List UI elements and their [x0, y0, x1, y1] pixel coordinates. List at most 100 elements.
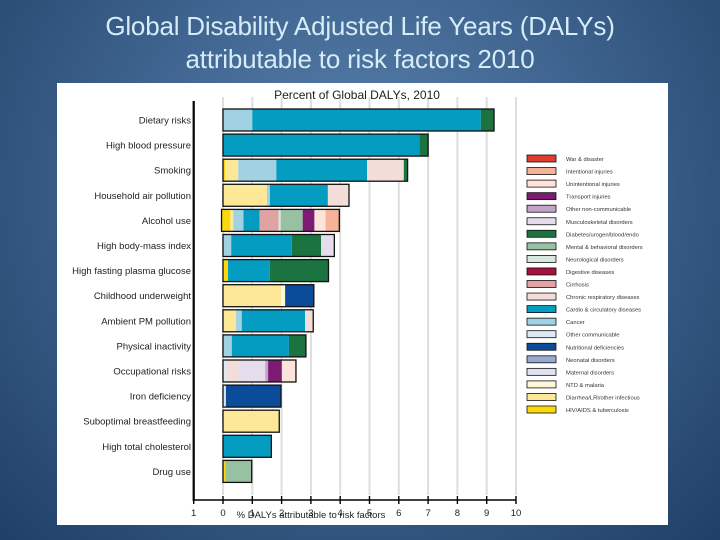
bar-segment: [223, 360, 227, 382]
legend-item: Maternal disorders: [526, 367, 614, 376]
x-tick-label: 7: [425, 508, 430, 519]
bar-segment: [243, 209, 260, 232]
bar-segment: [223, 460, 226, 483]
bar-segment: [223, 410, 280, 433]
bar-segment: [321, 234, 335, 257]
legend-swatch: [526, 292, 557, 301]
bar-segment: [223, 334, 232, 357]
bar-segment: [327, 184, 349, 207]
bar-segment: [223, 435, 272, 458]
x-tick-label: 4: [338, 508, 343, 519]
bar-segment: [223, 284, 282, 307]
bar-row: [222, 108, 495, 132]
bar-row: [222, 233, 335, 258]
legend-swatch: [526, 317, 557, 326]
bar-segment: [259, 209, 279, 232]
row-label: Childhood underweight: [94, 291, 192, 302]
legend-label: Nutritional deficiencies: [566, 345, 624, 351]
bar-segment: [269, 184, 328, 207]
bar-segment: [223, 134, 420, 157]
legend-label: Unintentional injuries: [566, 182, 620, 188]
legend-item: Unintentional injuries: [526, 179, 620, 188]
bar-segment: [225, 159, 239, 182]
bar-segment: [280, 209, 303, 232]
bar-row: [222, 133, 429, 157]
legend-label: Other non-communicable: [566, 207, 631, 213]
legend-item: Transport injuries: [526, 192, 611, 201]
x-tick-label: 9: [484, 508, 489, 519]
legend: War & disaster Intentional injuries Uninte…: [526, 154, 643, 414]
row-label: Household air pollution: [94, 191, 191, 202]
legend-item: HIV/AIDS & tuberculosis: [526, 405, 629, 414]
legend-label: Neurological disorders: [566, 257, 624, 263]
bar-row: [222, 334, 307, 358]
bar-segment: [278, 209, 281, 232]
bar-outline: [222, 409, 280, 433]
slide-title-line-2: attributable to risk factors 2010: [185, 44, 535, 74]
bar-segment: [238, 360, 266, 382]
bar-outline: [222, 309, 314, 333]
bar-segment: [480, 109, 495, 131]
legend-swatch: [526, 229, 557, 238]
row-label: Alcohol use: [142, 216, 191, 227]
row-label: High total cholesterol: [102, 442, 191, 453]
bar-segment: [225, 460, 252, 483]
x-tick-label: 3: [308, 508, 313, 519]
bar-segment: [302, 209, 315, 232]
row-label: Iron deficiency: [130, 392, 192, 403]
bar-segment: [241, 309, 306, 332]
bar-segment: [238, 159, 277, 182]
legend-label: Musculoskeletal disorders: [566, 220, 633, 226]
bar-outline: [222, 384, 282, 408]
bar-outline: [222, 284, 315, 308]
slide-title: Global Disability Adjusted Life Years (D…: [0, 10, 720, 76]
bar-segment: [325, 209, 340, 232]
row-label: Dietary risks: [139, 116, 192, 127]
legend-swatch: [526, 393, 557, 401]
legend-item: Cardio & circulatory diseases: [526, 305, 641, 314]
bar-segment: [233, 209, 244, 232]
bar-segment: [227, 259, 270, 282]
legend-swatch: [526, 367, 557, 376]
bar-outline: [220, 208, 340, 233]
row-label: Ambient PM pollution: [101, 316, 191, 327]
bar-row: [222, 309, 314, 333]
stacked-bar-chart: Dietary risks High blood pressure Smoking H…: [72, 88, 643, 521]
x-tick-label: 6: [396, 508, 401, 519]
legend-label: Maternal disorders: [566, 370, 614, 376]
bar-segment: [252, 109, 481, 131]
bar-segment: [223, 385, 226, 408]
bar-outline: [222, 334, 307, 358]
x-tick-label: 8: [455, 508, 460, 519]
bar-outline: [222, 233, 335, 258]
bar-segment: [223, 259, 228, 282]
legend-label: Digestive diseases: [566, 270, 614, 276]
row-label: Occupational risks: [113, 367, 191, 378]
bar-row: [222, 258, 330, 283]
x-tick-label: 5: [367, 508, 372, 519]
legend-item: Diabetes/urogen/blood/endo: [526, 229, 639, 238]
legend-swatch: [526, 242, 557, 251]
bar-segment: [288, 334, 306, 357]
bar-row: [222, 158, 409, 182]
legend-label: War & disaster: [566, 157, 604, 163]
legend-swatch: [526, 305, 557, 314]
row-label: High fasting plasma glucose: [72, 266, 191, 277]
legend-swatch: [526, 355, 557, 364]
bar-row: [222, 459, 253, 484]
legend-label: Cardio & circulatory diseases: [566, 308, 641, 314]
legend-swatch: [526, 167, 557, 175]
bars: [220, 108, 495, 484]
bar-row: [222, 284, 315, 308]
bar-segment: [265, 360, 269, 382]
bar-segment: [269, 259, 329, 282]
bar-segment: [221, 209, 231, 232]
x-tick-label: 10: [511, 508, 522, 519]
legend-item: Nutritional deficiencies: [526, 342, 624, 351]
bar-segment: [223, 184, 267, 207]
legend-swatch: [526, 405, 557, 414]
bar-segment: [403, 159, 408, 182]
legend-item: Intentional injuries: [526, 167, 613, 176]
legend-label: Diarrhea/LRI/other infectious: [566, 395, 640, 401]
legend-label: Transport injuries: [566, 195, 611, 201]
